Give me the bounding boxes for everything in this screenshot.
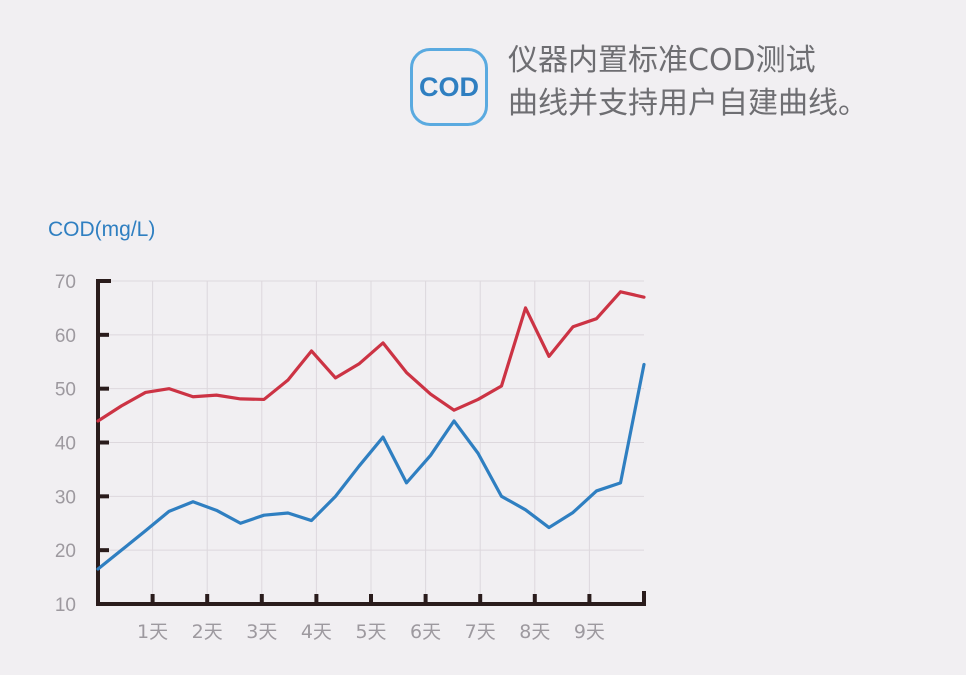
chart-title: COD(mg/L) bbox=[48, 218, 156, 241]
series-line-standard-curve bbox=[96, 290, 646, 423]
cod-rounded-square-icon: COD bbox=[410, 48, 488, 126]
chart-plot-area: 10 20 30 40 50 60 70 1天 2天 3天 4天 5天 6天 7天 8天 9天 bbox=[55, 272, 646, 643]
y-tick-label: 30 bbox=[55, 487, 76, 508]
y-axis-line bbox=[96, 279, 111, 606]
x-tick-label: 2天 bbox=[192, 621, 223, 643]
x-tick-label: 7天 bbox=[465, 621, 496, 643]
header-description: 仪器内置标准COD测试 曲线并支持用户自建曲线。 bbox=[508, 40, 868, 125]
chart-gridlines bbox=[98, 280, 644, 605]
y-tick-label: 50 bbox=[55, 380, 76, 401]
x-tick-label: 1天 bbox=[137, 621, 168, 643]
y-tick-label: 40 bbox=[55, 434, 76, 455]
cod-badge-label: COD bbox=[419, 71, 479, 102]
series-line-user-curve bbox=[96, 362, 646, 571]
x-tick-label: 3天 bbox=[246, 621, 277, 643]
x-tick-label: 5天 bbox=[355, 621, 386, 643]
cod-chart: COD(mg/L) 10 20 30 40 50 60 70 1天 2天 3天 4天 5天 6天 7天 8… bbox=[0, 200, 700, 665]
header-banner: COD 仪器内置标准COD测试 曲线并支持用户自建曲线。 bbox=[410, 40, 868, 126]
x-tick-label: 8天 bbox=[519, 621, 550, 643]
y-tick-label: 70 bbox=[55, 272, 76, 293]
header-line-2: 曲线并支持用户自建曲线。 bbox=[508, 85, 868, 121]
y-tick-label: 60 bbox=[55, 326, 76, 347]
y-tick-label: 10 bbox=[55, 595, 76, 616]
y-axis-tick-labels: 10 20 30 40 50 60 70 bbox=[55, 272, 76, 616]
x-tick-label: 4天 bbox=[301, 621, 332, 643]
x-axis-line bbox=[96, 591, 646, 606]
x-axis-tick-labels: 1天 2天 3天 4天 5天 6天 7天 8天 9天 bbox=[137, 621, 605, 643]
x-tick-label: 6天 bbox=[410, 621, 441, 643]
header-line-1: 仪器内置标准COD测试 bbox=[508, 43, 816, 78]
y-tick-label: 20 bbox=[55, 541, 76, 562]
x-tick-label: 9天 bbox=[574, 621, 605, 643]
